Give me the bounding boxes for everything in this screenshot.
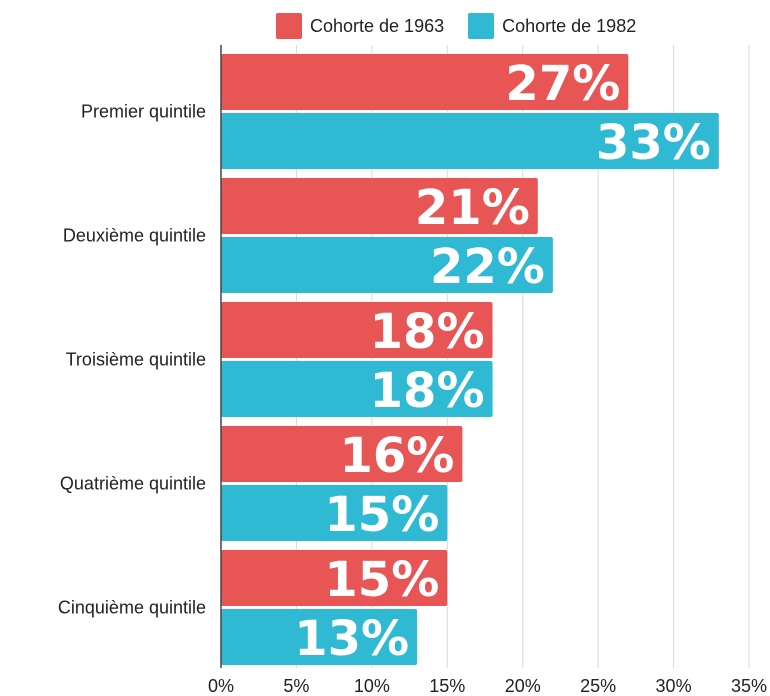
bar-value-label-1-4: 13%: [294, 611, 409, 667]
legend-item-1982: Cohorte de 1982: [468, 13, 636, 39]
bar-value-label-1-0: 33%: [596, 115, 711, 171]
bar-value-label-1-1: 22%: [430, 239, 545, 295]
bar-1-0: [221, 113, 719, 169]
x-tick-label-25: 25%: [580, 676, 616, 696]
legend-swatch-1982: [468, 13, 495, 39]
bar-value-label-0-1: 21%: [415, 180, 530, 236]
legend-label-1963: Cohorte de 1963: [310, 15, 445, 36]
bar-0-1: [221, 178, 538, 234]
bar-value-label-0-0: 27%: [505, 56, 620, 112]
bar-0-0: [221, 54, 629, 110]
category-label-4: Cinquième quintile: [58, 598, 206, 618]
bar-value-label-0-3: 16%: [339, 428, 454, 484]
category-label-3: Quatrième quintile: [60, 474, 206, 494]
bar-1-3: [221, 485, 448, 541]
x-tick-label-5: 5%: [283, 676, 309, 696]
category-label-1: Deuxième quintile: [63, 226, 206, 246]
bar-1-1: [221, 237, 553, 293]
x-tick-label-0: 0%: [208, 676, 234, 696]
legend-item-1963: Cohorte de 1963: [276, 13, 444, 39]
x-tick-label-10: 10%: [354, 676, 390, 696]
category-label-2: Troisième quintile: [66, 350, 206, 370]
x-tick-label-35: 35%: [731, 676, 767, 696]
x-tick-label-15: 15%: [429, 676, 465, 696]
legend-label-1982: Cohorte de 1982: [502, 15, 637, 36]
bar-0-3: [221, 426, 463, 482]
category-label-0: Premier quintile: [81, 102, 206, 122]
legend-swatch-1963: [276, 13, 302, 39]
bar-value-label-0-4: 15%: [324, 552, 439, 608]
bar-0-2: [221, 302, 493, 358]
bar-1-4: [221, 609, 418, 665]
bar-1-2: [221, 361, 493, 417]
bar-0-4: [221, 550, 448, 606]
bar-value-label-1-3: 15%: [324, 487, 439, 543]
x-tick-label-30: 30%: [656, 676, 692, 696]
bar-value-label-1-2: 18%: [370, 363, 485, 419]
x-tick-label-20: 20%: [505, 676, 541, 696]
chart-legend: Cohorte de 1963 Cohorte de 1982: [276, 13, 660, 39]
bar-value-label-0-2: 18%: [370, 304, 485, 360]
